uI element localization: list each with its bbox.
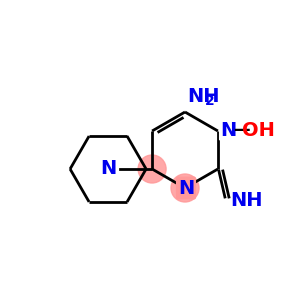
Text: 2: 2 <box>205 94 215 108</box>
Text: NH: NH <box>187 87 220 106</box>
Text: —: — <box>233 121 250 139</box>
Circle shape <box>138 155 166 183</box>
Text: NH: NH <box>230 191 262 211</box>
Circle shape <box>171 174 199 202</box>
Text: N: N <box>178 178 194 197</box>
Text: N: N <box>220 121 236 140</box>
Text: N: N <box>100 158 116 178</box>
Text: OH: OH <box>242 121 275 140</box>
